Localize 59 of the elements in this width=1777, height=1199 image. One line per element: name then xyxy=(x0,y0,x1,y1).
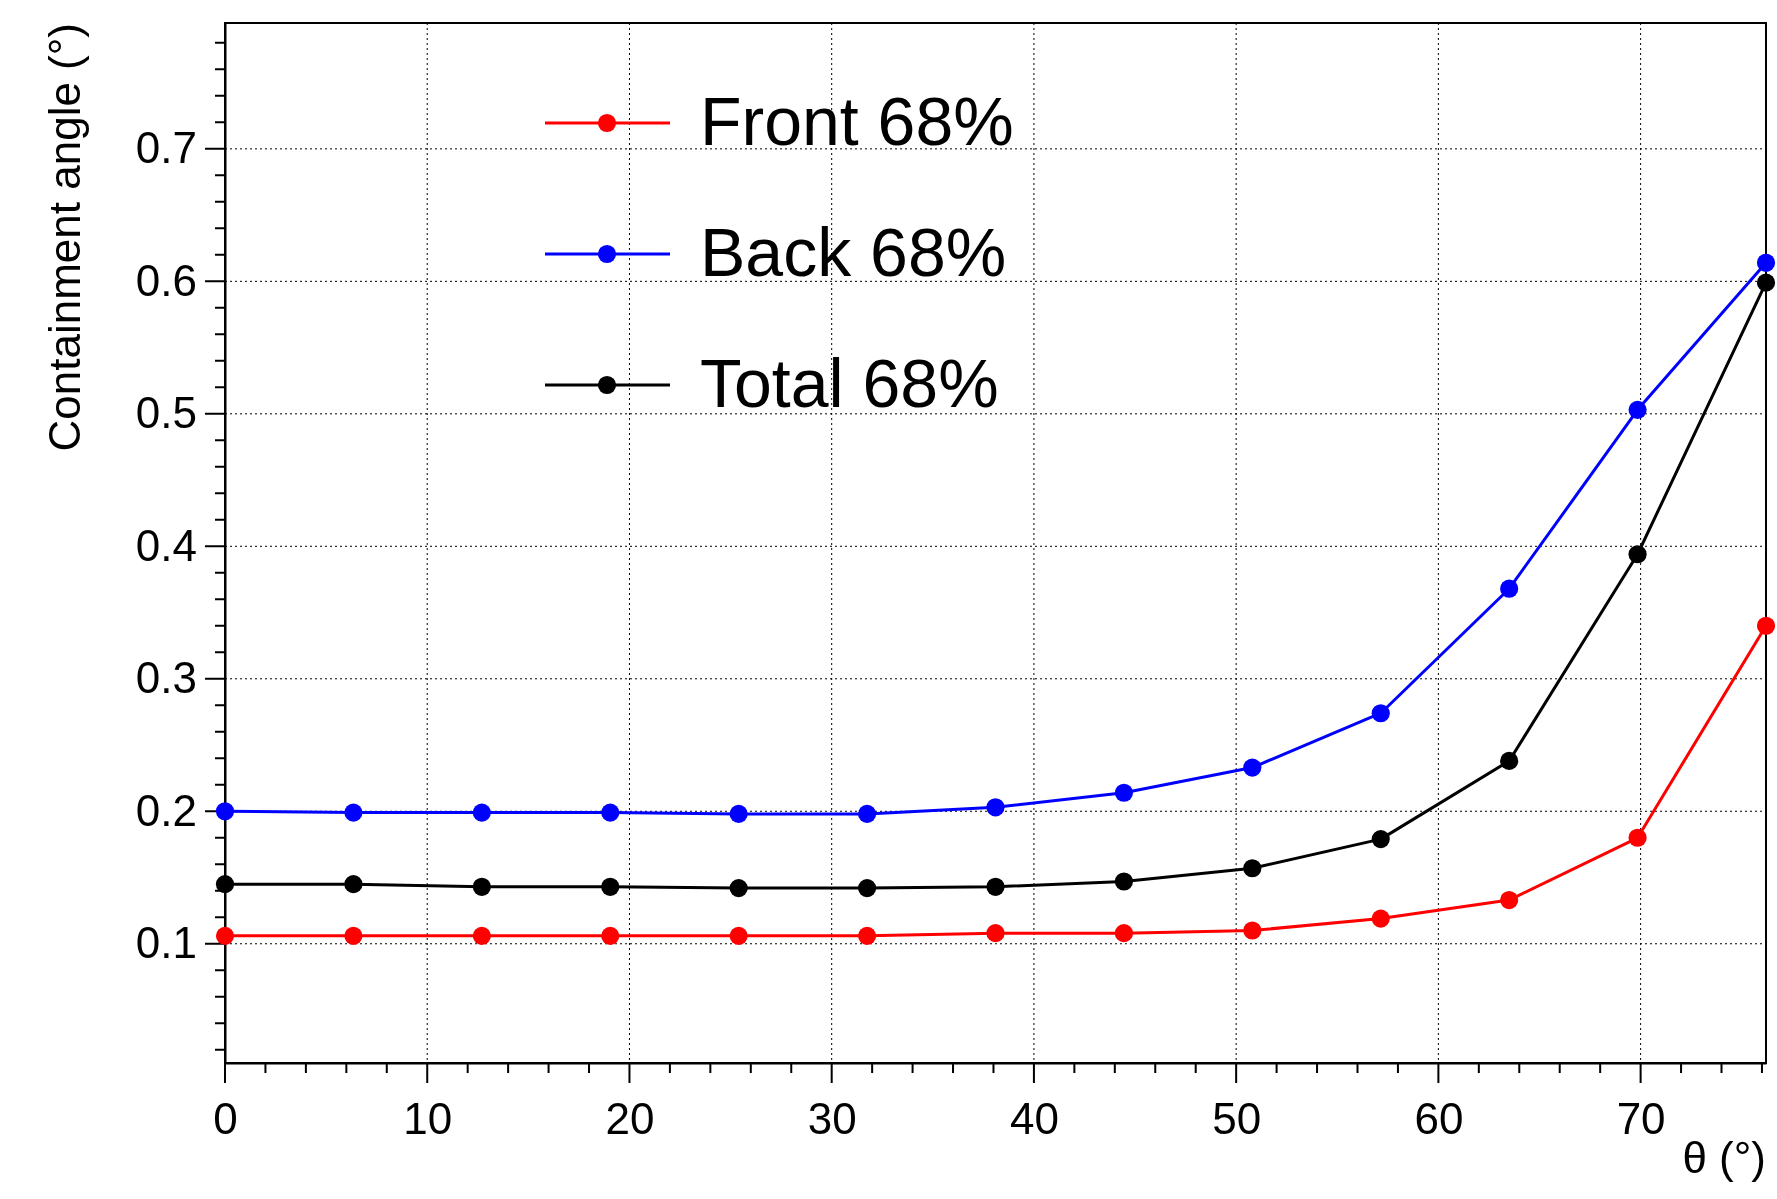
point xyxy=(1243,859,1262,878)
y-tick-label: 0.1 xyxy=(135,918,197,968)
point xyxy=(986,798,1005,817)
y-tick-label: 0.7 xyxy=(135,123,197,173)
point xyxy=(472,926,491,945)
x-tick-label: 60 xyxy=(1414,1094,1464,1144)
point xyxy=(1500,890,1519,910)
point xyxy=(857,804,877,824)
point xyxy=(729,926,748,945)
point xyxy=(601,877,620,896)
point xyxy=(601,926,620,945)
point xyxy=(1500,579,1519,598)
point xyxy=(857,926,877,945)
point xyxy=(1371,909,1390,928)
point xyxy=(1756,616,1776,635)
point xyxy=(344,803,363,822)
point xyxy=(729,804,748,824)
point xyxy=(1756,253,1776,272)
point xyxy=(215,926,235,945)
point xyxy=(1371,830,1390,849)
point xyxy=(729,879,748,898)
legend-label: Front 68% xyxy=(700,83,1014,159)
point xyxy=(1628,400,1647,419)
y-tick-label: 0.6 xyxy=(135,255,197,305)
x-tick-label: 0 xyxy=(213,1094,238,1144)
x-tick-label: 40 xyxy=(1009,1094,1059,1144)
x-tick-label: 20 xyxy=(605,1094,655,1144)
x-tick-label: 30 xyxy=(807,1094,857,1144)
point xyxy=(1756,273,1776,292)
point xyxy=(1243,758,1262,777)
y-tick-label: 0.4 xyxy=(135,520,197,570)
point xyxy=(1628,545,1647,564)
x-axis-title: θ (°) xyxy=(1682,1133,1766,1182)
point xyxy=(986,877,1005,896)
x-tick-label: 70 xyxy=(1616,1094,1666,1144)
point xyxy=(1114,872,1134,891)
point xyxy=(472,877,491,896)
point xyxy=(1243,921,1262,940)
x-tick-label: 10 xyxy=(403,1094,453,1144)
point xyxy=(1628,828,1647,847)
point xyxy=(1114,783,1134,802)
x-tick-label: 50 xyxy=(1212,1094,1262,1144)
point xyxy=(472,803,491,822)
y-tick-label: 0.2 xyxy=(135,785,197,835)
point xyxy=(1500,751,1519,771)
point xyxy=(344,926,363,945)
legend-label: Total 68% xyxy=(700,345,999,421)
y-tick-label: 0.5 xyxy=(135,388,197,438)
point xyxy=(601,803,620,822)
point xyxy=(344,875,363,894)
point xyxy=(1371,704,1390,723)
y-axis-title: Containment angle (°) xyxy=(40,23,89,452)
point xyxy=(857,879,877,898)
point xyxy=(215,802,235,821)
point xyxy=(1114,924,1134,943)
point xyxy=(986,924,1005,943)
point xyxy=(215,875,235,894)
legend-label: Back 68% xyxy=(700,214,1007,290)
y-tick-label: 0.3 xyxy=(135,653,197,703)
